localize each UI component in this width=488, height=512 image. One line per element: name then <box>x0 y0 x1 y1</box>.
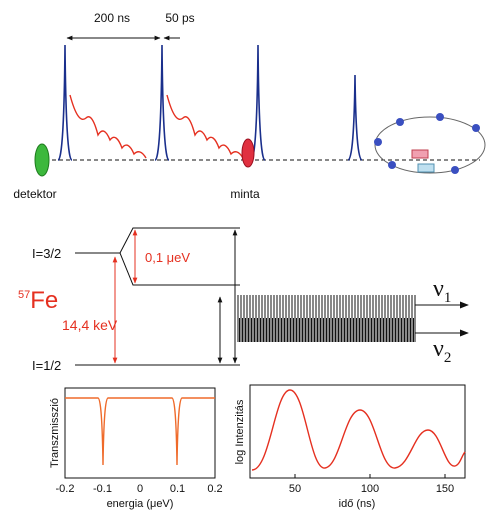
synchrotron <box>374 113 486 174</box>
isotope: 57Fe <box>18 287 58 314</box>
period-label: 200 ns <box>94 11 130 25</box>
intensity-curve <box>251 389 466 471</box>
energy-plot: Transzmisszió energia (μeV) -0.2 -0.1 0 0.1… <box>49 387 223 510</box>
nu-index: 2 <box>444 350 452 366</box>
pulses <box>57 44 363 161</box>
nu-index: 1 <box>444 290 452 306</box>
timing-diagram: 200 ns 50 ps detektor minta <box>13 11 486 201</box>
detector <box>34 143 50 177</box>
excited-levels <box>75 227 240 286</box>
splitting-label: 0,1 μeV <box>145 250 190 265</box>
nu2: ν2 <box>433 336 451 366</box>
x-label: idő (ns) <box>339 498 376 510</box>
x-tick-label: -0.2 <box>56 483 75 495</box>
x-tick-label: 150 <box>436 483 454 495</box>
x-label: energia (μeV) <box>107 498 174 510</box>
sample <box>241 138 255 168</box>
detector-label: detektor <box>13 187 56 201</box>
ground-label: I=1/2 <box>32 358 61 373</box>
decay-curves <box>69 94 244 159</box>
isotope-symbol: Fe <box>30 287 58 314</box>
y-label: Transzmisszió <box>49 398 61 468</box>
x-tick-label: 50 <box>289 483 301 495</box>
x-tick-label: 0 <box>137 483 143 495</box>
nu-symbol: ν <box>433 336 444 362</box>
quantum-beats <box>237 295 416 342</box>
sample-label: minta <box>230 187 260 201</box>
isotope-mass: 57 <box>18 289 30 301</box>
nu1: ν1 <box>433 276 451 306</box>
x-tick-label: 100 <box>361 483 379 495</box>
y-label: log Intenzitás <box>234 399 246 464</box>
nu-symbol: ν <box>433 276 444 302</box>
level-diagram <box>75 227 469 366</box>
pulse-label: 50 ps <box>165 11 194 25</box>
x-tick-label: -0.1 <box>93 483 112 495</box>
transmission-curve <box>65 397 215 466</box>
x-tick-label: 0.1 <box>170 483 185 495</box>
time-plot: log Intenzitás idő (ns) 50 100 150 <box>234 384 466 510</box>
transition-label: 14,4 keV <box>62 317 118 333</box>
excited-label: I=3/2 <box>32 246 61 261</box>
x-tick-label: 0.2 <box>207 483 222 495</box>
